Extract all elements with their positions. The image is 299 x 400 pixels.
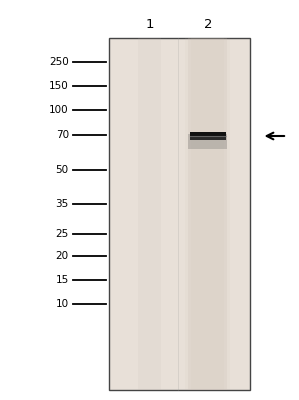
Text: 50: 50	[56, 165, 69, 175]
Text: 2: 2	[204, 18, 212, 30]
Bar	[109, 38, 250, 390]
Text: 250: 250	[49, 57, 69, 67]
Text: 20: 20	[56, 251, 69, 261]
Bar	[190, 132, 226, 136]
Text: 150: 150	[49, 81, 69, 91]
Text: 100: 100	[49, 105, 69, 115]
Text: 35: 35	[56, 199, 69, 209]
Text: 15: 15	[56, 275, 69, 285]
Bar	[190, 136, 226, 140]
Text: 10: 10	[56, 299, 69, 309]
Text: 25: 25	[56, 229, 69, 239]
Bar	[191, 38, 230, 390]
Bar	[138, 38, 161, 390]
Bar	[188, 38, 227, 390]
Text: 1: 1	[145, 18, 154, 30]
Text: 70: 70	[56, 130, 69, 140]
Bar	[188, 134, 227, 149]
Bar	[185, 38, 224, 390]
